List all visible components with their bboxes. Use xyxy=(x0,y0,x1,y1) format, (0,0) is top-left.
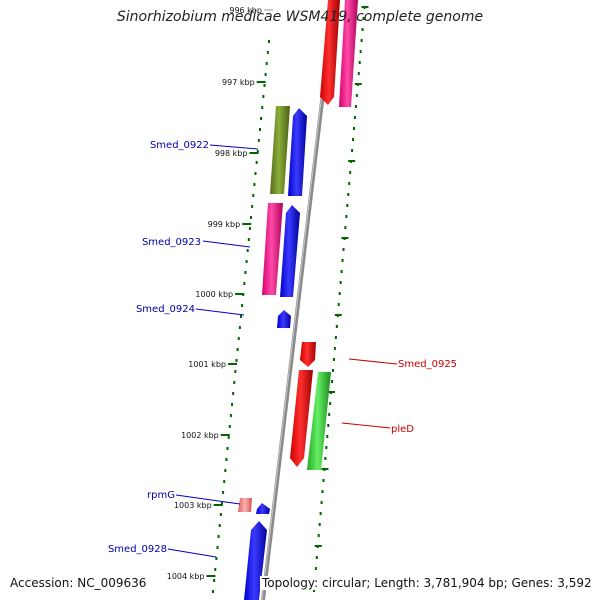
feature-cds-smed-0925[interactable] xyxy=(300,342,316,367)
feature-cds-pled-green[interactable] xyxy=(307,372,331,470)
tick-label: 997 kbp xyxy=(222,78,255,87)
gene-label-smed-0924[interactable]: Smed_0924 xyxy=(136,304,245,316)
tick-label: 1003 kbp xyxy=(174,501,212,510)
tick-label: 1000 kbp xyxy=(195,290,233,299)
genome-summary: Topology: circular; Length: 3,781,904 bp… xyxy=(260,576,594,590)
tick-label: 1002 kbp xyxy=(181,431,219,440)
feature-cds-smed-0923-blue[interactable] xyxy=(280,205,300,297)
gene-label-text: Smed_0924 xyxy=(136,304,195,315)
map-title: Sinorhizobium medicae WSM419, complete g… xyxy=(116,9,484,25)
gene-label-text: Smed_0928 xyxy=(108,544,167,555)
feature-cds-top-red[interactable] xyxy=(320,0,340,105)
tick-label: 1001 kbp xyxy=(188,360,226,369)
genome-backbone-highlight xyxy=(261,0,334,600)
gene-label-rpmg[interactable]: rpmG xyxy=(147,490,241,505)
accession-label: Accession: NC_009636 xyxy=(8,576,149,590)
gene-label-smed-0928[interactable]: Smed_0928 xyxy=(108,544,217,558)
feature-cds-rpmg-blue[interactable] xyxy=(256,503,270,514)
feature-cds-smed-0922-blue[interactable] xyxy=(288,108,307,196)
feature-cds-plед-red[interactable] xyxy=(290,370,313,467)
gene-label-smed-0922[interactable]: Smed_0922 xyxy=(150,140,259,151)
tick-label: 996 kbp xyxy=(229,6,262,15)
feature-cds-smed-0922-olive[interactable] xyxy=(270,106,290,194)
gene-label-smed-0925[interactable]: Smed_0925 xyxy=(348,358,457,370)
genome-backbone xyxy=(261,0,336,600)
tick-label: 1004 kbp xyxy=(167,572,205,581)
gene-label-text: pleD xyxy=(391,424,414,435)
gene-label-text: Smed_0925 xyxy=(398,359,457,370)
feature-cds-smed-0924[interactable] xyxy=(277,310,291,328)
tick-label: 999 kbp xyxy=(208,220,241,229)
gene-label-text: Smed_0922 xyxy=(150,140,209,151)
tick-label: 998 kbp xyxy=(215,149,248,158)
inner-dotted-ring xyxy=(212,40,270,593)
outer-dotted-ring xyxy=(312,6,369,592)
gene-label-text: Smed_0923 xyxy=(142,237,201,248)
gene-label-pled[interactable]: pleD xyxy=(341,422,414,435)
gene-label-text: rpmG xyxy=(147,490,175,501)
feature-cds-smed-0923-pink[interactable] xyxy=(262,203,283,295)
feature-rna-rpmg[interactable] xyxy=(238,498,252,512)
feature-cds-top-pink[interactable] xyxy=(339,0,358,107)
gene-label-smed-0923[interactable]: Smed_0923 xyxy=(142,237,251,248)
